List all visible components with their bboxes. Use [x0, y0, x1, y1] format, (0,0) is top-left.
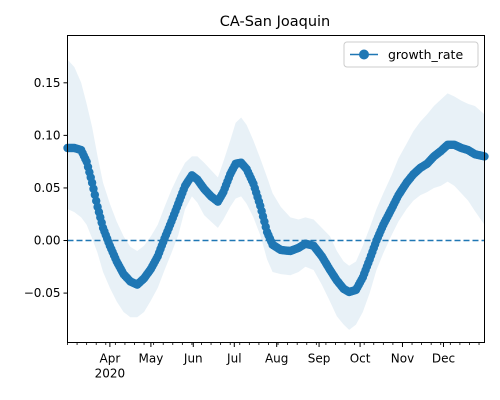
chart-title: CA-San Joaquin — [220, 14, 331, 30]
legend: growth_rate — [343, 41, 479, 68]
x-tick-label: Oct — [350, 352, 371, 366]
x-tick-label: Sep — [308, 352, 331, 366]
x-tick-label: Aug — [265, 352, 288, 366]
y-tick-label: 0.00 — [34, 234, 61, 248]
y-axis: −0.05 0.00 0.05 0.10 0.15 — [24, 76, 68, 300]
series-markers — [63, 140, 489, 297]
y-tick-label: −0.05 — [24, 286, 61, 300]
x-tick-label: Nov — [391, 352, 414, 366]
x-tick-label: May — [138, 352, 163, 366]
x-tick-label: Dec — [432, 352, 455, 366]
x-tick-label: Apr — [100, 352, 121, 366]
x-tick-label: Jun — [183, 352, 203, 366]
legend-marker-swatch — [359, 49, 369, 60]
legend-label: growth_rate — [388, 47, 463, 62]
x-tick-year-label: 2020 — [95, 367, 126, 381]
x-tick-label: Jul — [226, 352, 241, 366]
plot-area — [63, 59, 489, 330]
y-tick-label: 0.10 — [34, 128, 61, 142]
y-tick-label: 0.15 — [34, 76, 61, 90]
y-tick-label: 0.05 — [34, 181, 61, 195]
legend-box — [343, 41, 479, 68]
plot-frame — [67, 35, 485, 343]
